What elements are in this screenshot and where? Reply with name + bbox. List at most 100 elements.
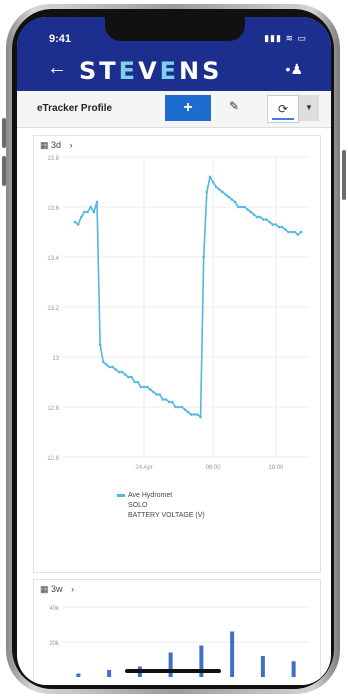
data-point: [205, 190, 209, 194]
data-point: [196, 413, 199, 416]
back-arrow-icon[interactable]: ←: [47, 57, 67, 79]
data-point: [158, 393, 162, 396]
stevens-logo: STEVENS: [79, 57, 223, 85]
data-point: [117, 370, 121, 374]
data-point: [189, 413, 193, 416]
data-point: [274, 223, 278, 226]
data-point: [221, 190, 224, 194]
legend-swatch: [117, 493, 125, 497]
chart2-range-selector[interactable]: ▦ 3w ›: [40, 584, 74, 595]
data-point: [127, 375, 130, 379]
data-point: [218, 188, 221, 191]
data-point: [136, 380, 140, 384]
data-point: [79, 215, 83, 219]
data-point: [105, 363, 108, 366]
data-point: [149, 388, 152, 391]
data-point: [171, 400, 174, 404]
refresh-button[interactable]: ⟳: [267, 95, 299, 123]
data-point: [233, 200, 237, 204]
data-point: [199, 415, 202, 419]
data-point: [155, 393, 158, 396]
usage-bar: [199, 645, 204, 677]
data-point: [265, 218, 268, 221]
data-point: [167, 400, 171, 404]
legend-line-2: SOLO: [128, 502, 148, 509]
refresh-dropdown-button[interactable]: ▼: [299, 95, 319, 121]
edit-pencil-icon[interactable]: ✎: [229, 99, 240, 113]
chart-range-selector[interactable]: ▦ 3d ›: [40, 140, 73, 151]
data-point: [108, 365, 111, 369]
data-point: [161, 398, 165, 401]
data-point: [183, 408, 187, 411]
data-point: [246, 208, 249, 211]
usage-bar: [107, 670, 112, 677]
volume-up-button: [2, 118, 6, 148]
data-point: [111, 365, 114, 369]
y-tick-label: 13.8: [47, 156, 59, 162]
legend-line-1: Ave Hydromet: [128, 492, 173, 499]
data-point: [139, 385, 143, 389]
voltage-line-chart: 13.8 13.6 13.4 13.2 13 12.8 12.6 24 Apr 06:00 18:…: [47, 156, 309, 677]
data-point: [98, 343, 102, 346]
data-point: [208, 175, 212, 179]
data-point: [268, 220, 271, 224]
data-point: [271, 223, 275, 226]
data-point: [177, 405, 180, 409]
usage-bar: [168, 652, 173, 677]
device-notch: [105, 17, 245, 41]
data-point: [101, 360, 105, 364]
refresh-icon: ⟳: [277, 102, 289, 116]
data-point: [262, 218, 265, 221]
data-point: [145, 385, 149, 389]
y-tick-label: 13.6: [47, 206, 59, 212]
data-point: [123, 373, 127, 376]
usage-bar: [291, 661, 296, 677]
data-point: [86, 210, 89, 214]
data-point: [152, 390, 155, 394]
data-point: [130, 375, 133, 379]
home-indicator: [125, 669, 221, 673]
data-point: [211, 180, 215, 184]
series-line: [74, 174, 302, 419]
data-point: [252, 213, 256, 216]
data-point: [89, 205, 92, 209]
usage-bar: [230, 631, 235, 677]
data-point: [287, 230, 290, 234]
data-point: [224, 193, 227, 196]
data-point: [92, 210, 96, 214]
x-tick-label: 18:00: [268, 465, 284, 471]
y-tick-label: 12.8: [47, 406, 59, 412]
y-tick-label: 12.6: [47, 456, 59, 462]
data-point: [255, 215, 259, 219]
data-point: [164, 398, 168, 401]
data-point: [133, 380, 136, 384]
data-point: [284, 228, 287, 231]
data-point: [293, 230, 297, 234]
page-toolbar: eTracker Profile + ✎ ⟳ ▼: [17, 91, 331, 128]
chart-legend[interactable]: Ave Hydromet SOLO BATTERY VOLTAGE (V): [117, 491, 205, 521]
data-point: [296, 233, 300, 236]
data-point: [280, 225, 284, 229]
y-tick-label: 13.4: [47, 256, 59, 262]
data-point: [240, 205, 243, 209]
refresh-active-indicator: [272, 118, 294, 120]
chevron-right-icon: ›: [69, 140, 73, 150]
volume-down-button: [2, 156, 6, 186]
data-point: [243, 205, 246, 209]
data-point: [258, 215, 262, 219]
voltage-chart-card: ▦ 3d ›: [33, 135, 321, 573]
add-button[interactable]: +: [165, 95, 211, 121]
legend-line-3: BATTERY VOLTAGE (V): [128, 512, 205, 519]
user-menu-icon[interactable]: •♟: [285, 61, 303, 77]
x-tick-label: 06:00: [206, 465, 222, 471]
y-tick-label: 13: [52, 356, 59, 362]
chart2-range-label: 3w: [51, 584, 63, 594]
data-point: [174, 405, 177, 409]
chevron-right-icon: ›: [71, 584, 75, 594]
data-point: [249, 210, 253, 214]
status-time: 9:41: [49, 33, 72, 45]
data-point: [186, 410, 190, 414]
status-bar: 9:41 ▮▮▮ ≋ ▭: [17, 17, 331, 51]
data-point: [180, 405, 184, 409]
app-screen: 9:41 ▮▮▮ ≋ ▭ ← STEVENS •♟ eTracker Profi…: [17, 17, 331, 685]
